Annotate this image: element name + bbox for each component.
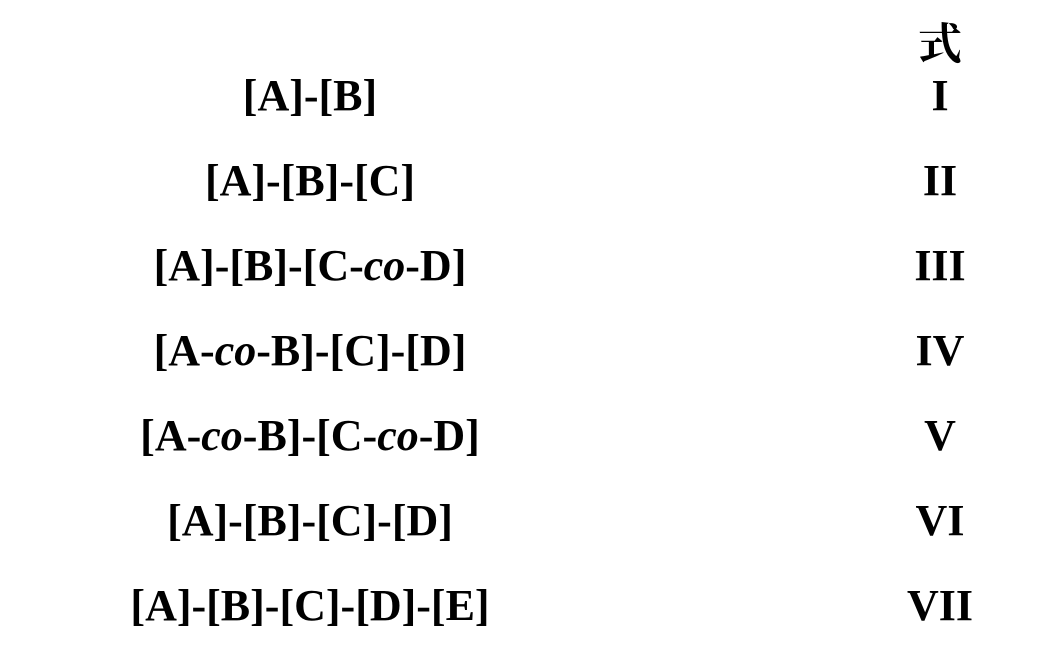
formula-label: I (880, 70, 1000, 121)
formula-table: 式 [A]-[B] I [A]-[B]-[C] II [A]-[B]-[C-co-D] I… (0, 0, 1055, 658)
formula-label: III (880, 240, 1000, 291)
formula-label: IV (880, 325, 1000, 376)
co-italic: co (215, 326, 257, 375)
formula-row: [A-co-B]-[C]-[D] (0, 325, 620, 376)
formula-label: VI (880, 495, 1000, 546)
formula-label: V (880, 410, 1000, 461)
formula-row: [A]-[B]-[C]-[D] (0, 495, 620, 546)
column-header-shi: 式 (880, 8, 1000, 72)
formula-row: [A]-[B]-[C-co-D] (0, 240, 620, 291)
formula-label: VII (880, 580, 1000, 631)
formula-row: [A]-[B]-[C] (0, 155, 620, 206)
co-italic: co (364, 241, 406, 290)
co-italic: co (377, 411, 419, 460)
co-italic: co (201, 411, 243, 460)
formula-row: [A]-[B]-[C]-[D]-[E] (0, 580, 620, 631)
formula-label: II (880, 155, 1000, 206)
formula-row: [A-co-B]-[C-co-D] (0, 410, 620, 461)
formula-row: [A]-[B] (0, 70, 620, 121)
